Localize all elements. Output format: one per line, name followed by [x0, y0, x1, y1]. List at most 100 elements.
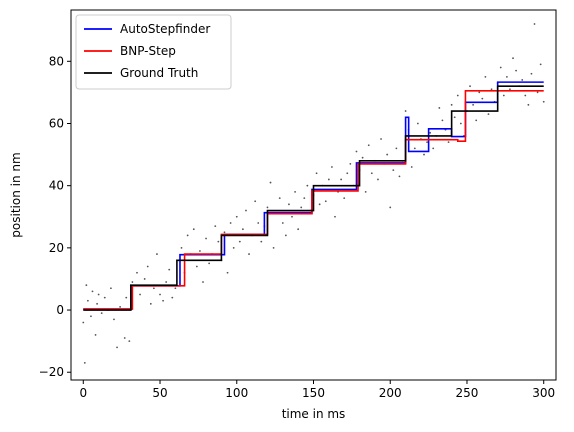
- observation-point: [248, 253, 250, 255]
- y-tick-label: 60: [49, 116, 64, 130]
- observation-point: [232, 246, 235, 249]
- observation-point: [119, 306, 122, 308]
- observation-point: [453, 116, 456, 119]
- observation-point: [355, 150, 358, 153]
- observation-point: [241, 228, 244, 231]
- observation-point: [82, 321, 85, 324]
- observation-point: [429, 131, 432, 134]
- observation-point: [159, 293, 161, 296]
- observation-point: [334, 215, 336, 218]
- observation-point: [521, 79, 524, 81]
- observation-point: [377, 178, 379, 181]
- observation-point: [205, 237, 207, 240]
- observation-point: [226, 271, 229, 274]
- y-tick-label: 80: [49, 54, 64, 68]
- observation-point: [340, 178, 343, 181]
- observation-point: [343, 197, 346, 200]
- observation-point: [85, 284, 88, 287]
- observation-point: [162, 299, 164, 302]
- observation-point: [386, 153, 389, 156]
- observation-point: [297, 228, 300, 231]
- observation-point: [223, 231, 226, 234]
- x-tick-label: 250: [456, 386, 479, 400]
- observation-point: [269, 181, 272, 184]
- observation-point: [97, 293, 100, 296]
- observation-point: [524, 94, 527, 97]
- observation-point: [90, 315, 92, 318]
- observation-point: [370, 172, 373, 175]
- observation-point: [441, 119, 444, 122]
- x-axis-label: time in ms: [282, 407, 346, 421]
- observation-point: [481, 97, 484, 100]
- observation-point: [116, 346, 118, 349]
- x-tick-label: 300: [532, 386, 555, 400]
- observation-point: [254, 200, 257, 203]
- x-tick-label: 100: [225, 386, 248, 400]
- observation-point: [515, 69, 517, 72]
- observation-point: [502, 94, 505, 97]
- observation-point: [404, 110, 407, 112]
- observation-point: [229, 222, 232, 224]
- observation-point: [416, 122, 419, 125]
- observation-point: [123, 337, 126, 339]
- observation-point: [389, 206, 392, 209]
- observation-point: [195, 265, 198, 268]
- observation-point: [139, 293, 141, 296]
- y-axis: −20 0 20 40 60 80: [39, 54, 71, 379]
- observation-point: [208, 262, 211, 265]
- observation-point: [146, 265, 149, 268]
- observation-point: [125, 296, 128, 299]
- observation-point: [260, 240, 263, 243]
- observation-point: [156, 253, 158, 255]
- plot-area: [82, 23, 545, 364]
- observation-point: [410, 166, 413, 168]
- observation-point: [100, 312, 103, 315]
- observation-point: [266, 206, 269, 209]
- observation-point: [168, 268, 171, 271]
- observation-point: [398, 175, 401, 178]
- observation-point: [478, 91, 481, 94]
- observation-point: [533, 23, 536, 25]
- observation-point: [346, 172, 349, 175]
- observation-point: [505, 75, 508, 78]
- x-tick-label: 50: [152, 386, 167, 400]
- observation-point: [512, 57, 514, 60]
- observation-point: [367, 144, 370, 147]
- legend-label-autostepfinder: AutoStepfinder: [120, 22, 210, 36]
- x-tick-label: 200: [379, 386, 402, 400]
- observation-point: [143, 278, 146, 280]
- observation-point: [499, 66, 502, 69]
- observation-point: [257, 222, 260, 224]
- legend: AutoStepfinder BNP-Step Ground Truth: [75, 14, 232, 90]
- bnp-step-series-line: [83, 90, 544, 310]
- observation-point: [235, 215, 238, 218]
- observation-point: [174, 287, 177, 290]
- observation-point: [426, 141, 428, 144]
- observation-point: [288, 203, 290, 206]
- observation-point: [484, 75, 487, 78]
- observation-point: [447, 141, 450, 144]
- observation-point: [86, 299, 89, 302]
- y-axis-label: position in nm: [9, 152, 23, 237]
- observation-point: [536, 91, 539, 94]
- observation-point: [149, 302, 152, 305]
- y-tick-label: 40: [49, 179, 64, 193]
- observation-point: [217, 240, 220, 243]
- observation-point: [361, 156, 364, 159]
- observation-point: [469, 85, 471, 88]
- legend-box: [75, 14, 232, 90]
- observation-point: [272, 246, 275, 249]
- y-tick-label: 20: [49, 241, 64, 255]
- observation-point: [539, 63, 542, 66]
- observation-point: [364, 190, 367, 193]
- observation-point: [530, 72, 533, 75]
- observation-point: [303, 197, 306, 200]
- plot-marks: [82, 23, 545, 364]
- observation-point: [291, 215, 293, 218]
- x-axis: 0 50 100 150 200 250 300: [79, 380, 555, 400]
- observation-point: [423, 153, 425, 156]
- y-tick-label: 0: [56, 303, 64, 317]
- observation-point: [199, 250, 201, 252]
- observation-point: [294, 190, 296, 193]
- x-tick-label: 0: [79, 386, 87, 400]
